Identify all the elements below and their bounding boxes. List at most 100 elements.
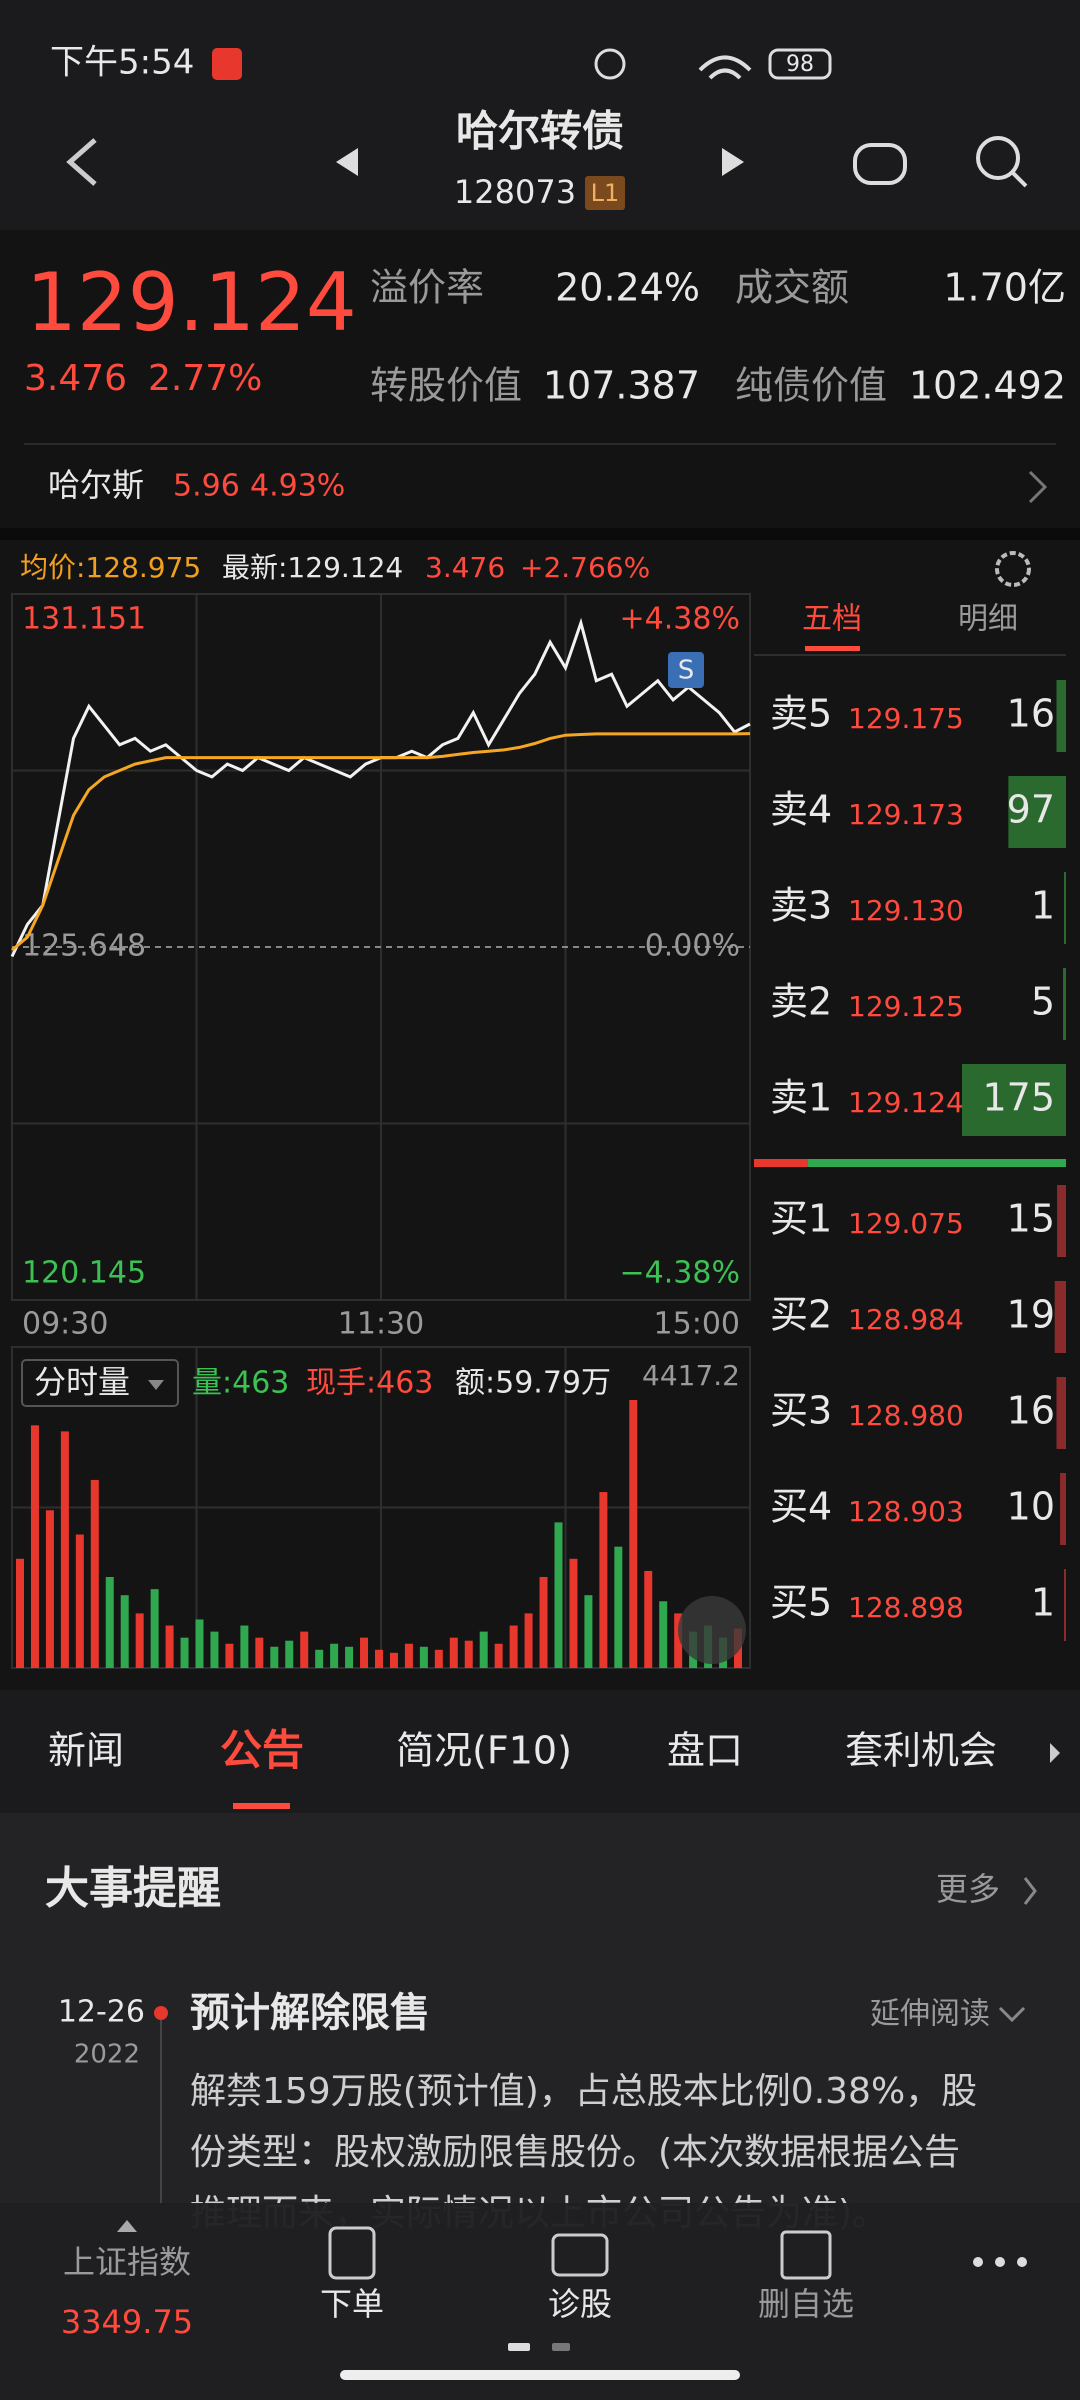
volume-bar <box>389 1652 398 1668</box>
nav-item[interactable]: 下单 <box>320 2285 384 2323</box>
y2-tick-label: 0.00% <box>645 929 740 964</box>
volume-bar <box>1063 968 1066 1040</box>
chevron <box>998 2006 1026 2023</box>
book-label: 买5 <box>770 1581 832 1625</box>
volume-bar <box>90 1479 99 1668</box>
tab-underline <box>233 1803 290 1809</box>
volume-bar <box>270 1646 279 1668</box>
volume-title: 分时量 <box>34 1363 130 1401</box>
tab-bar <box>1 1690 1079 1813</box>
tab[interactable]: 新闻 <box>48 1729 124 1773</box>
volume-bar <box>569 1558 578 1668</box>
tab[interactable]: 套利机会 <box>845 1729 997 1773</box>
expand-button[interactable] <box>678 1596 746 1664</box>
volume-bar <box>45 1510 54 1668</box>
ask-ratio <box>807 1159 1066 1167</box>
code: 128073 <box>454 173 576 211</box>
nav-item[interactable]: 删自选 <box>758 2285 854 2323</box>
volume-bar <box>1064 872 1066 944</box>
next-button[interactable] <box>722 148 744 176</box>
back-button[interactable] <box>66 138 97 186</box>
battery <box>768 48 832 80</box>
timeline-dot <box>154 2006 168 2020</box>
status-icon <box>212 48 242 80</box>
latest-pct: +2.766% <box>520 551 650 584</box>
field-value: 1.70亿 <box>943 266 1066 310</box>
volume-bar <box>165 1625 174 1668</box>
volume-bar <box>599 1492 608 1668</box>
events-panel <box>0 1813 1080 2203</box>
stock-pct: 4.93% <box>250 469 345 504</box>
volume-bar <box>180 1637 189 1668</box>
volume-bar <box>300 1631 309 1668</box>
tab[interactable]: 盘口 <box>667 1729 743 1773</box>
event-body: 解禁159万股(预计值)，占总股本比例0.38%，股 <box>190 2071 977 2112</box>
book-price: 128.984 <box>848 1303 964 1336</box>
up-arrow <box>117 2220 137 2232</box>
y-tick-label: 120.145 <box>22 1256 146 1291</box>
volume-bar <box>434 1649 443 1668</box>
settings-button[interactable] <box>995 551 1031 587</box>
search-button[interactable] <box>976 136 1020 180</box>
gap <box>0 528 1080 540</box>
volume-bar <box>644 1570 653 1668</box>
volume-bar <box>659 1601 668 1668</box>
field-value: 20.24% <box>555 266 700 310</box>
volume-bar <box>1056 680 1066 752</box>
y-tick-label: 4417.2 <box>642 1359 740 1392</box>
nav-item[interactable]: 诊股 <box>548 2285 612 2323</box>
volume-bar <box>1008 776 1066 848</box>
diagnose-icon <box>551 2233 609 2277</box>
robot-button[interactable] <box>853 143 907 185</box>
quote-panel <box>0 230 1080 528</box>
volume-bar <box>255 1637 264 1668</box>
book-price: 128.980 <box>848 1399 964 1432</box>
book-label: 买2 <box>770 1293 832 1337</box>
book-volume: 16 <box>1007 1389 1055 1433</box>
field-value: 102.492 <box>909 364 1066 408</box>
volume-bar <box>629 1400 638 1668</box>
stock-row[interactable]: 哈尔斯 5.96 4.93% <box>48 466 1048 504</box>
x-tick-label: 11:30 <box>338 1307 424 1342</box>
volume-bar <box>554 1522 563 1668</box>
y-tick-label: 131.151 <box>22 602 146 637</box>
volume-bar <box>135 1613 144 1668</box>
level-badge <box>585 176 625 210</box>
volume-bar <box>330 1643 339 1668</box>
remove-icon <box>780 2230 832 2280</box>
book-volume: 16 <box>1007 692 1055 736</box>
x-tick-label: 15:00 <box>654 1307 740 1342</box>
latest-price: 最新:129.124 <box>222 551 403 584</box>
index-name[interactable]: 上证指数 <box>63 2243 191 2281</box>
volume-bar <box>225 1643 234 1668</box>
volume-bar <box>16 1558 24 1668</box>
book-tab[interactable]: 五档 <box>802 602 862 637</box>
prev-button[interactable] <box>336 148 358 176</box>
event-year: 2022 <box>74 2040 140 2070</box>
tab[interactable]: 简况(F10) <box>396 1729 572 1773</box>
home-indicator <box>340 2370 740 2380</box>
book-label: 卖2 <box>770 980 832 1024</box>
price-line <box>11 732 751 952</box>
book-tab[interactable]: 明细 <box>958 602 1018 637</box>
more-menu[interactable] <box>973 2257 1027 2267</box>
price: 129.124 <box>26 256 357 349</box>
tab[interactable]: 公告 <box>220 1726 304 1775</box>
tab-scroll[interactable] <box>1050 1743 1060 1763</box>
book-volume: 10 <box>1007 1485 1055 1529</box>
book-price: 129.173 <box>848 798 964 831</box>
event-body: 份类型：股权激励限售股份。(本次数据根据公告 <box>190 2132 960 2173</box>
book-label: 买3 <box>770 1389 832 1433</box>
volume-bar <box>30 1425 39 1668</box>
expand-link[interactable]: 延伸阅读 <box>870 1997 990 2032</box>
book-price: 129.175 <box>848 702 964 735</box>
book-volume: 97 <box>1007 788 1055 832</box>
volume-bar <box>75 1534 84 1668</box>
volume-bar <box>962 1064 1066 1136</box>
hand-label: 现手:463 <box>306 1366 433 1401</box>
volume-selector[interactable] <box>21 1359 179 1407</box>
field-label: 转股价值 <box>370 364 522 408</box>
field-label: 成交额 <box>735 266 849 310</box>
more-link[interactable]: 更多 <box>936 1870 1000 1908</box>
volume-bar <box>150 1589 159 1668</box>
